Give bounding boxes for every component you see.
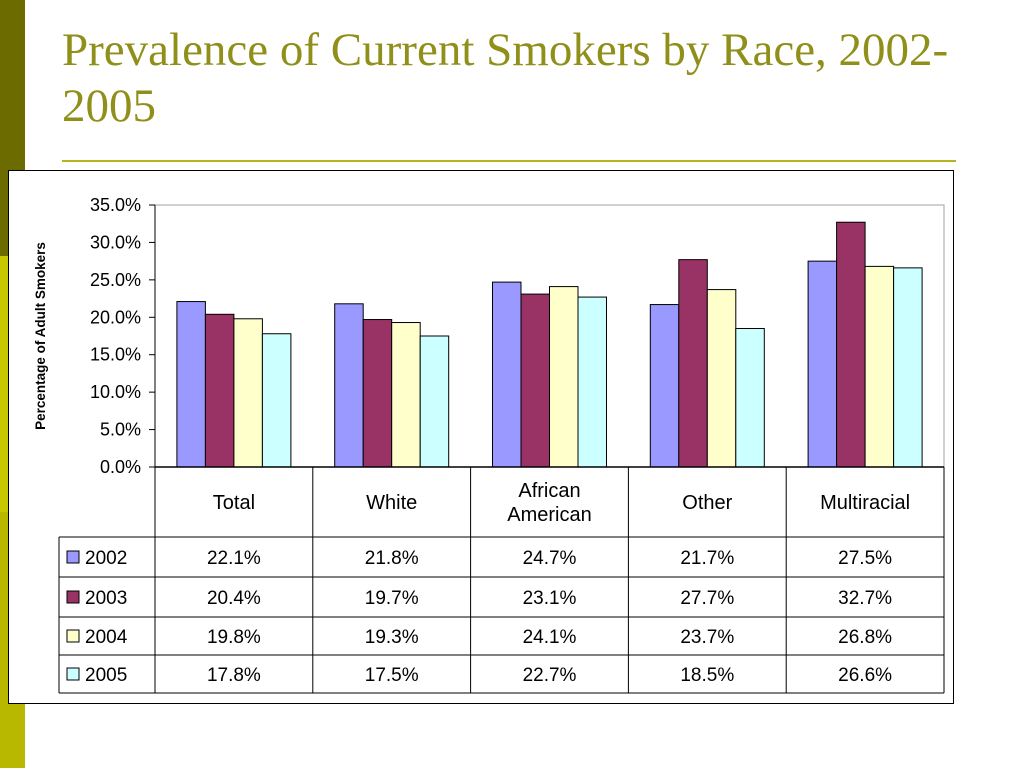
bar-2004-african-american [549, 286, 579, 468]
category-label: African [518, 480, 580, 502]
bar-2002-white [334, 303, 364, 468]
bar-2004-other [706, 289, 737, 468]
bar-chart: 0.0% 5.0% 10.0% 15.0% 20.0% 25.0% 30.0% 35.0% Pe… [33, 195, 945, 694]
data-label: 26.8% [838, 627, 892, 648]
data-label: 26.6% [838, 665, 892, 686]
category-label: Multiracial [820, 492, 910, 514]
legend-swatch-2004 [66, 629, 80, 643]
data-label: 20.4% [207, 588, 261, 609]
data-label: 22.7% [523, 665, 577, 686]
bar-2003-total [204, 313, 235, 468]
data-label: 24.1% [523, 627, 577, 648]
bar-2003-multiracial [836, 221, 866, 468]
y-tick-label: 30.0% [90, 232, 141, 252]
bar-2005-multiracial [893, 267, 923, 468]
data-label: 27.5% [838, 548, 892, 569]
bar-2003-white [362, 319, 393, 468]
bar-2005-african-american [577, 296, 607, 468]
data-label: 27.7% [680, 588, 734, 609]
bar-2002-other [649, 304, 680, 468]
slide-title: Prevalence of Current Smokers by Race, 2… [62, 24, 949, 132]
category-label: Total [213, 492, 255, 514]
legend-swatch-2003 [66, 590, 80, 604]
data-label: 18.5% [680, 665, 734, 686]
category-label: White [366, 492, 417, 514]
y-tick-label: 35.0% [90, 195, 141, 215]
y-tick-label: 5.0% [100, 420, 141, 440]
legend-swatch-2002 [66, 550, 80, 564]
data-label: 19.7% [365, 588, 419, 609]
legend-swatch-2005 [66, 667, 80, 681]
y-tick-label: 0.0% [100, 457, 141, 477]
legend-label: 2003 [85, 588, 127, 609]
data-label: 23.1% [523, 588, 577, 609]
y-tick-label: 20.0% [90, 307, 141, 327]
data-label: 19.8% [207, 627, 261, 648]
category-label: American [507, 504, 591, 526]
data-label: 21.7% [680, 548, 734, 569]
bar-2004-total [233, 318, 263, 468]
legend-label: 2005 [85, 665, 127, 686]
legend-label: 2002 [85, 548, 127, 569]
bar-2003-african-american [520, 293, 550, 468]
data-label: 24.7% [523, 548, 577, 569]
bar-2004-white [391, 322, 421, 468]
data-label: 17.8% [207, 665, 261, 686]
bar-2002-multiracial [807, 260, 838, 468]
y-axis-title: Percentage of Adult Smokers [33, 242, 48, 430]
title-divider [62, 160, 956, 162]
data-label: 19.3% [365, 627, 419, 648]
bar-2005-other [735, 328, 765, 468]
bar-2004-multiracial [864, 265, 895, 468]
bar-2005-white [419, 335, 450, 468]
category-label: Other [682, 492, 732, 514]
y-tick-label: 15.0% [90, 345, 141, 365]
y-tick-label: 25.0% [90, 270, 141, 290]
data-label: 21.8% [365, 548, 419, 569]
legend-label: 2004 [85, 627, 128, 648]
data-label: 32.7% [838, 588, 892, 609]
data-label: 17.5% [365, 665, 419, 686]
bar-2002-total [176, 301, 206, 468]
data-label: 23.7% [680, 627, 734, 648]
bar-2002-african-american [492, 281, 522, 468]
bar-2003-other [678, 259, 708, 468]
y-tick-label: 10.0% [90, 382, 141, 402]
chart-frame: 0.0% 5.0% 10.0% 15.0% 20.0% 25.0% 30.0% 35.0% Pe… [8, 170, 954, 704]
data-label: 22.1% [207, 548, 261, 569]
bar-2005-total [261, 333, 292, 468]
